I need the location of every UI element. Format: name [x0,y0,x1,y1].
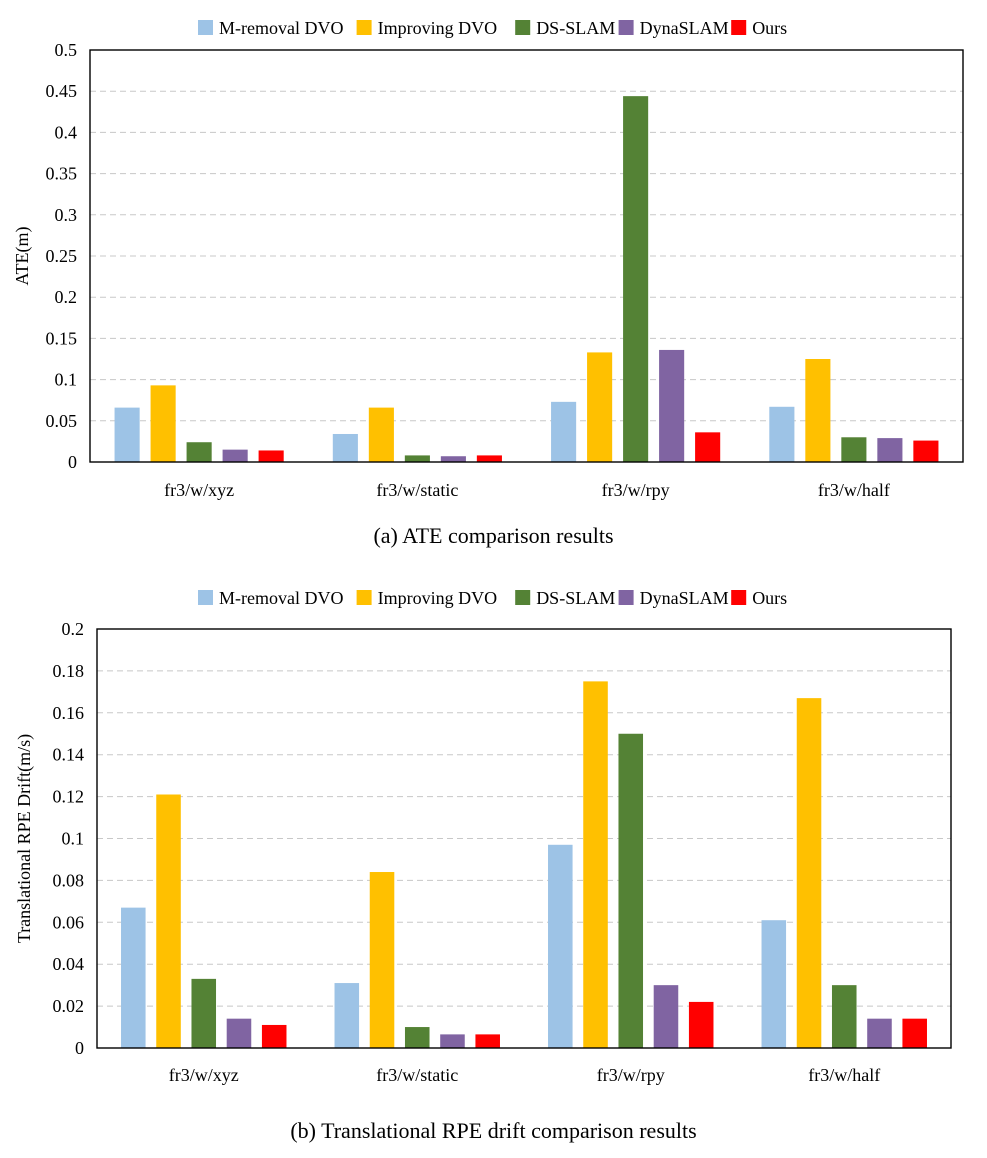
rpe-ytick-label: 0.18 [53,661,85,681]
rpe-legend-label: M-removal DVO [219,588,343,608]
rpe-bar-ours [261,1024,287,1048]
ate-ytick-label: 0.15 [46,328,78,348]
ate-ytick-label: 0.45 [46,81,78,101]
rpe-ytick-label: 0.06 [53,912,85,932]
ate-ytick-label: 0.5 [55,40,78,60]
ate-bar-ds-slam [404,455,430,462]
rpe-ytick-label: 0 [75,1038,84,1058]
ate-bar-dynaslam [877,438,903,462]
rpe-ytick-label: 0.16 [53,703,85,723]
ate-ytick-label: 0 [68,452,77,472]
rpe-bar-improving-dvo [583,681,608,1048]
rpe-ytick-label: 0.02 [53,996,85,1016]
ate-legend-swatch [515,20,531,35]
rpe-ytick-label: 0.14 [53,745,85,765]
ate-category-label: fr3/w/static [376,480,458,500]
rpe-category-label: fr3/w/half [808,1065,880,1085]
rpe-bar-dynaslam [440,1034,465,1048]
ate-ytick-label: 0.35 [46,164,78,184]
rpe-category-label: fr3/w/static [376,1065,458,1085]
rpe-y-axis-label: Translational RPE Drift(m/s) [14,734,35,943]
rpe-bar-m-removal-dvo [548,844,573,1048]
ate-bar-ours [258,450,284,462]
rpe-bar-m-removal-dvo [121,907,146,1048]
ate-category-label: fr3/w/half [818,480,890,500]
ate-bar-improving-dvo [587,352,613,462]
caption-rpe: (b) Translational RPE drift comparison r… [290,1118,697,1143]
ate-bar-ours [695,432,721,462]
ate-y-axis-label: ATE(m) [12,227,33,286]
ate-ytick-label: 0.25 [46,246,78,266]
ate-ytick-label: 0.3 [55,205,78,225]
rpe-bar-ours [475,1034,500,1048]
ate-bar-improving-dvo [368,407,394,462]
ate-plot-frame [89,49,964,463]
caption-ate: (a) ATE comparison results [373,523,614,548]
rpe-bar-ours [688,1001,714,1048]
rpe-bar-m-removal-dvo [334,983,360,1048]
ate-bar-ds-slam [623,96,649,463]
rpe-bar-improving-dvo [369,872,395,1048]
rpe-legend-label: Improving DVO [378,588,498,608]
ate-bar-dynaslam [440,456,466,462]
ate-legend-label: Ours [752,18,787,38]
rpe-legend-swatch [198,590,213,605]
rpe-legend-swatch [731,590,747,605]
rpe-legend-swatch [356,590,372,605]
rpe-ytick-label: 0.2 [62,619,85,639]
rpe-ytick-label: 0.08 [53,870,85,890]
ate-bar-m-removal-dvo [114,407,140,462]
ate-legend-label: M-removal DVO [219,18,343,38]
rpe-bar-dynaslam [867,1018,892,1048]
rpe-bar-improving-dvo [156,794,181,1048]
rpe-legend-swatch [515,590,531,605]
ate-ytick-label: 0.1 [55,370,78,390]
ate-category-label: fr3/w/xyz [164,480,234,500]
ate-bar-m-removal-dvo [769,406,795,462]
rpe-bar-ds-slam [618,733,644,1048]
ate-bar-m-removal-dvo [332,433,358,462]
ate-legend-swatch [356,20,372,35]
rpe-plot-frame [96,628,952,1049]
ate-ytick-label: 0.05 [46,411,78,431]
rpe-bar-ds-slam [831,985,857,1048]
ate-category-label: fr3/w/rpy [602,480,670,500]
rpe-legend-label: Ours [752,588,787,608]
ate-bar-improving-dvo [805,359,831,462]
ate-legend-label: Improving DVO [378,18,498,38]
rpe-legend-swatch [618,590,634,605]
ate-legend-label: DynaSLAM [640,18,729,38]
rpe-bar-dynaslam [226,1018,252,1048]
rpe-ytick-label: 0.04 [53,954,85,974]
ate-legend-swatch [731,20,747,35]
rpe-bar-ours [902,1018,927,1048]
rpe-bar-ds-slam [191,978,217,1048]
ate-bar-ours [913,440,939,462]
rpe-bar-dynaslam [653,985,679,1048]
ate-bar-ours [476,455,502,462]
rpe-legend-label: DynaSLAM [640,588,729,608]
ate-legend-swatch [198,20,213,35]
ate-bar-ds-slam [841,437,867,462]
ate-bar-improving-dvo [150,385,176,462]
rpe-ytick-label: 0.12 [53,787,85,807]
rpe-bar-improving-dvo [796,698,822,1048]
rpe-category-label: fr3/w/rpy [597,1065,665,1085]
ate-legend-swatch [618,20,634,35]
ate-bar-ds-slam [186,442,212,462]
rpe-ytick-label: 0.1 [62,829,85,849]
ate-bar-dynaslam [222,449,248,462]
rpe-bar-m-removal-dvo [761,920,787,1048]
ate-ytick-label: 0.2 [55,287,78,307]
ate-bar-dynaslam [659,349,685,462]
rpe-legend-label: DS-SLAM [536,588,615,608]
rpe-category-label: fr3/w/xyz [169,1065,239,1085]
ate-ytick-label: 0.4 [55,122,78,142]
ate-legend-label: DS-SLAM [536,18,615,38]
ate-bar-m-removal-dvo [551,401,577,462]
rpe-bar-ds-slam [404,1027,430,1048]
